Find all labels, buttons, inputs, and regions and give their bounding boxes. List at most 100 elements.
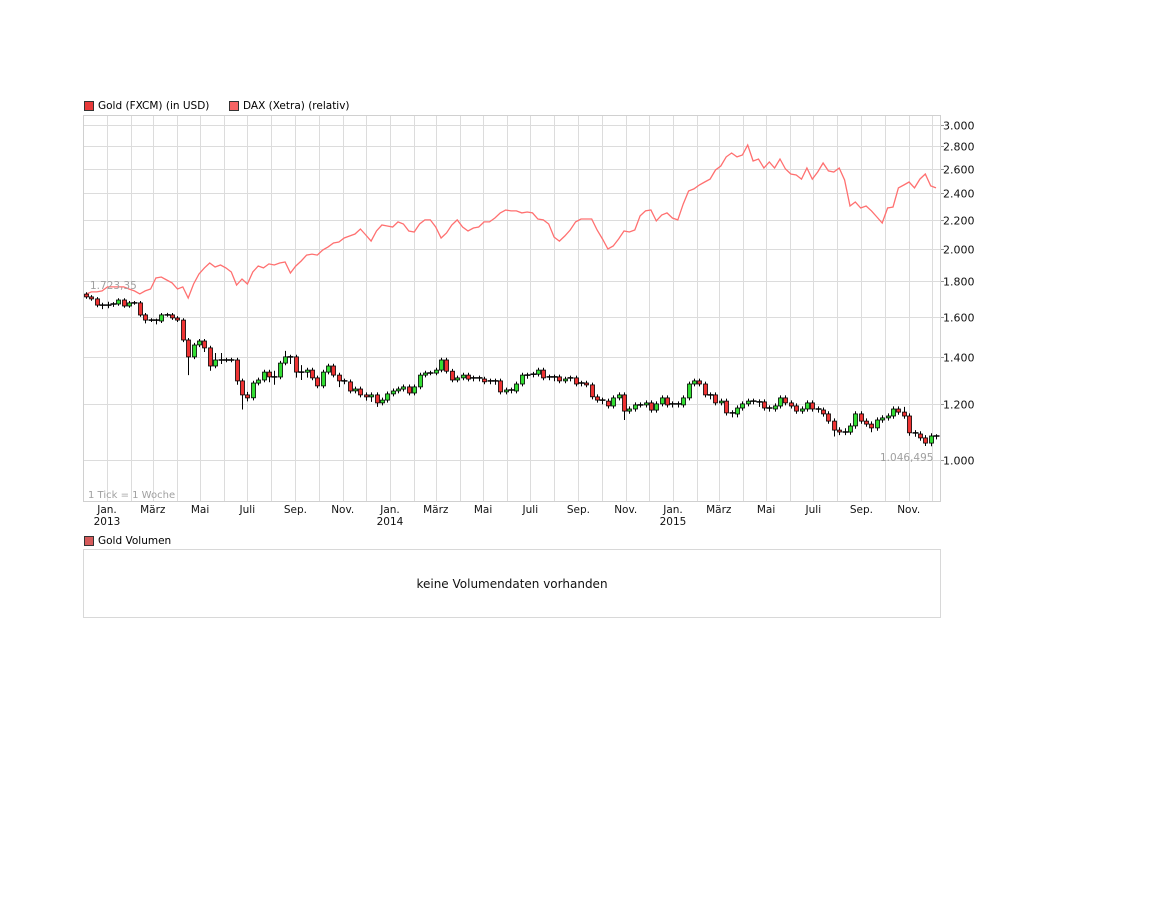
candle-body — [315, 377, 320, 387]
candle-body — [202, 340, 207, 349]
gold-candle — [380, 397, 385, 406]
candle-body — [364, 394, 369, 398]
candle-body — [891, 408, 896, 417]
candle-body — [455, 377, 460, 381]
x-tick-label: Mai — [474, 504, 492, 516]
gold-candle — [450, 368, 455, 383]
gold-candle — [305, 367, 310, 378]
candle-body — [778, 397, 783, 407]
x-tick-label: März — [423, 504, 449, 516]
gold-legend-swatch — [84, 101, 94, 111]
x-tick-label: Jan. — [379, 504, 400, 516]
gold-candle — [599, 397, 606, 405]
candle-body — [439, 359, 444, 371]
candle-body — [337, 374, 342, 382]
end-value-label: 1.046,495 — [880, 452, 933, 464]
dax-series — [85, 143, 937, 300]
volume-empty-message: keine Volumendaten vorhanden — [416, 576, 608, 591]
gold-candle — [251, 380, 256, 401]
x-tick-label: Jan. — [662, 504, 683, 516]
gold-candle — [853, 411, 858, 429]
candle-body — [724, 400, 729, 414]
gold-candle — [660, 395, 665, 407]
y-tick-label: 1.800 — [943, 276, 975, 289]
candle-body — [832, 420, 837, 431]
volume-panel: keine Volumendaten vorhanden — [83, 549, 941, 618]
candle-body — [703, 383, 708, 396]
gold-candle — [821, 407, 826, 417]
candle-body — [208, 347, 213, 367]
candle-body — [590, 384, 595, 398]
candle-body — [746, 400, 751, 405]
candle-body — [805, 402, 810, 410]
candle-body — [611, 397, 616, 407]
gold-candle — [84, 292, 89, 299]
candle-body — [401, 386, 406, 390]
gold-candle — [375, 392, 380, 407]
candle-body — [412, 386, 417, 394]
legend-gold: Gold (FXCM) (in USD) — [84, 100, 209, 112]
gold-candle — [105, 301, 112, 309]
gold-candle — [902, 406, 907, 419]
gold-candle — [654, 401, 659, 413]
gold-candle — [703, 381, 708, 398]
candle-body — [563, 378, 568, 382]
gridlines — [84, 116, 944, 501]
gold-candle — [110, 302, 117, 307]
gold-candle — [423, 370, 428, 378]
gold-candle — [401, 384, 406, 392]
candle-body — [740, 403, 745, 409]
candle-body — [848, 425, 853, 433]
x-tick-label: Nov. — [897, 504, 920, 516]
y-tick-label: 1.600 — [943, 312, 975, 325]
gold-candle — [122, 298, 127, 308]
candle-body — [380, 399, 385, 404]
gold-candle — [89, 295, 94, 301]
candle-body — [418, 374, 423, 388]
gold-candle — [929, 433, 934, 447]
gold-candle — [826, 411, 831, 424]
gold-candle — [520, 372, 525, 387]
y-tick-label: 2.200 — [943, 215, 975, 228]
volume-legend-swatch — [84, 536, 94, 546]
gold-candle — [348, 379, 353, 394]
y-tick-label: 1.400 — [943, 352, 975, 365]
candle-body — [245, 394, 250, 399]
gold-candle — [766, 405, 773, 412]
y-tick-label: 2.600 — [943, 164, 975, 177]
candle-body — [520, 374, 525, 385]
gold-candle — [482, 376, 487, 385]
gold-candle — [427, 370, 434, 376]
gold-candle — [218, 353, 225, 364]
gold-candle — [138, 301, 143, 317]
gold-candle — [396, 386, 401, 394]
gold-candle — [331, 363, 336, 378]
candle-body — [267, 371, 272, 378]
gold-candle — [692, 378, 697, 387]
gold-candle — [880, 415, 885, 423]
gold-candle — [794, 403, 799, 414]
gold-candle — [713, 392, 718, 406]
candle-body — [762, 401, 767, 409]
gold-candle — [740, 401, 745, 411]
candle-body — [197, 340, 202, 346]
gold-candle — [859, 411, 864, 424]
gold-candle — [439, 357, 444, 373]
candle-body — [687, 383, 692, 399]
gold-candle — [492, 378, 499, 385]
gold-candle — [213, 353, 218, 369]
gold-candle — [907, 413, 912, 436]
candle-body — [391, 390, 396, 395]
candle-body — [794, 405, 799, 412]
gold-candle — [756, 399, 763, 407]
gold-candle — [869, 421, 874, 433]
gold-candle — [298, 365, 305, 380]
candle-body — [192, 344, 197, 358]
gold-candle — [407, 384, 412, 396]
candle-body — [541, 369, 546, 379]
gold-candle — [267, 369, 272, 383]
candle-body — [557, 376, 562, 382]
gold-candle — [197, 339, 202, 348]
interval-note: 1 Tick = 1 Woche — [88, 490, 175, 501]
